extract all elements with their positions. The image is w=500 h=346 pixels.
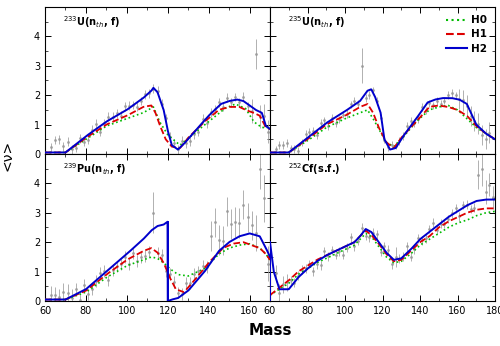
Text: Mass: Mass (248, 323, 292, 338)
Text: $^{252}$Cf(s.f.): $^{252}$Cf(s.f.) (288, 161, 341, 177)
Text: <ν>: <ν> (0, 140, 14, 171)
Legend: H0, H1, H2: H0, H1, H2 (442, 12, 490, 57)
Text: $^{235}$U(n$_{th}$, f): $^{235}$U(n$_{th}$, f) (288, 14, 345, 30)
Text: $^{239}$Pu(n$_{th}$, f): $^{239}$Pu(n$_{th}$, f) (63, 161, 126, 177)
Text: $^{233}$U(n$_{th}$, f): $^{233}$U(n$_{th}$, f) (63, 14, 120, 30)
